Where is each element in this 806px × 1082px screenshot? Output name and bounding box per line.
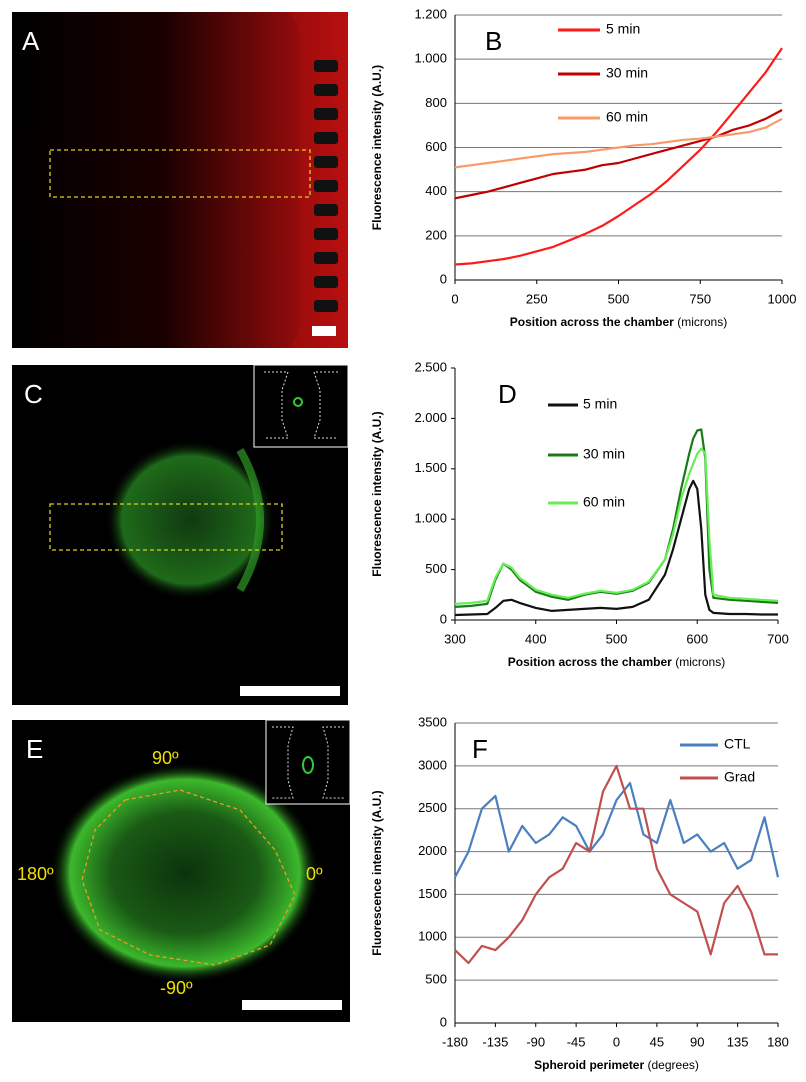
data-line [454,479,778,617]
legend-label: CTL [724,736,751,752]
x-tick-label: 600 [686,631,708,646]
x-tick-label: 1000 [768,291,797,306]
x-tick-label: 90 [690,1034,704,1049]
panel-label: C [24,379,43,409]
image-c: C [12,364,349,705]
panel-label: F [472,734,488,764]
image-e: E 90º 180º 0º -90º [12,719,351,1022]
x-axis-title-main: Position across the chamber [508,655,672,669]
x-axis-title: Position across the chamber (microns) [510,315,727,329]
legend-label: 60 min [583,494,625,510]
data-line [454,109,783,200]
x-tick-label: 135 [727,1034,749,1049]
x-tick-label: -135 [482,1034,508,1049]
data-line [454,447,779,605]
y-tick-label: 1.000 [414,511,447,526]
data-line [454,117,783,169]
x-axis-title-unit: (microns) [677,315,727,329]
data-line [454,47,783,266]
x-tick-label: -180 [442,1034,468,1049]
x-tick-label: 45 [650,1034,664,1049]
y-axis-title: Fluorescence intensity (A.U.) [370,65,384,230]
legend-label: 30 min [606,65,648,81]
y-tick-label: 3500 [418,714,447,729]
legend-label: 30 min [583,446,625,462]
angle-label: 180º [17,864,54,884]
legend-label: 60 min [606,109,648,125]
y-tick-label: 1.500 [414,460,447,475]
x-tick-label: 0 [451,291,458,306]
x-axis-title-main: Spheroid perimeter [534,1058,644,1072]
y-axis-title: Fluorescence intensity (A.U.) [370,790,384,955]
y-tick-label: 0 [440,611,447,626]
x-axis-title-unit: (microns) [675,655,725,669]
legend-label: 5 min [583,396,617,412]
x-axis-title-unit: (degrees) [648,1058,699,1072]
legend-label: Grad [724,769,755,785]
x-tick-label: 700 [767,631,789,646]
panel-label: A [22,26,40,56]
panel-label: B [485,26,502,56]
data-line [454,781,780,878]
x-tick-label: 750 [689,291,711,306]
x-axis-title-main: Position across the chamber [510,315,674,329]
image-a: A [12,12,348,348]
y-tick-label: 2.000 [414,410,447,425]
y-tick-label: 500 [425,972,447,987]
y-tick-label: 3000 [418,757,447,772]
x-tick-label: -90 [526,1034,545,1049]
angle-label: 90º [152,748,179,768]
x-tick-label: 500 [608,291,630,306]
y-tick-label: 0 [440,1014,447,1029]
x-tick-label: 0 [613,1034,620,1049]
x-tick-label: 250 [526,291,548,306]
y-tick-label: 1.200 [414,6,447,21]
y-tick-label: 200 [425,227,447,242]
y-tick-label: 1.000 [414,51,447,66]
angle-label: 0º [306,864,323,884]
y-axis-title: Fluorescence intensity (A.U.) [370,411,384,576]
x-tick-label: 400 [525,631,547,646]
y-tick-label: 0 [440,271,447,286]
y-tick-label: 1000 [418,929,447,944]
x-tick-label: 180 [767,1034,789,1049]
x-tick-label: -45 [567,1034,586,1049]
panel-label: E [26,734,43,764]
y-tick-label: 2500 [418,800,447,815]
angle-label: -90º [160,978,193,998]
y-tick-label: 800 [425,95,447,110]
y-tick-label: 1500 [418,886,447,901]
x-tick-label: 500 [606,631,628,646]
data-line [454,764,778,965]
x-axis-title: Position across the chamber (microns) [508,655,725,669]
panel-label: D [498,379,517,409]
y-tick-label: 400 [425,183,447,198]
y-tick-label: 2.500 [414,359,447,374]
y-tick-label: 600 [425,139,447,154]
x-tick-label: 300 [444,631,466,646]
legend-label: 5 min [606,21,640,37]
y-tick-label: 500 [425,561,447,576]
y-tick-label: 2000 [418,843,447,858]
x-axis-title: Spheroid perimeter (degrees) [534,1058,699,1072]
